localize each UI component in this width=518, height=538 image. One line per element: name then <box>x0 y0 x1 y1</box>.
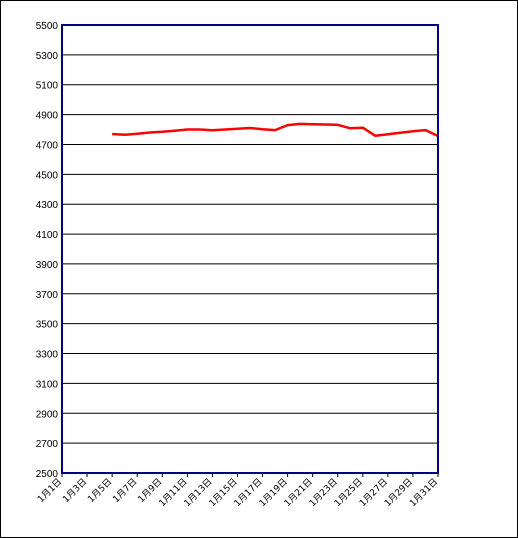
x-tick-label: 1月1日 <box>36 476 65 505</box>
y-tick-label: 4300 <box>36 200 59 211</box>
y-tick-label: 3500 <box>36 320 59 331</box>
x-tick-label: 1月3日 <box>61 476 90 505</box>
x-tick-label: 1月5日 <box>86 476 115 505</box>
series-layer <box>112 122 439 138</box>
y-tick-label: 4100 <box>36 230 59 241</box>
y-tick-label: 5100 <box>36 81 59 92</box>
y-tick-label: 2700 <box>36 439 59 450</box>
y-tick-label: 3700 <box>36 290 59 301</box>
x-tick-label: 1月31日 <box>407 476 440 509</box>
series-line-0 <box>112 122 439 138</box>
y-axis-tick-labels: 2500 2700 2900 3100 3300 3500 3700 3900 4100 4300… <box>36 21 59 480</box>
y-tick-label: 5300 <box>36 51 59 62</box>
y-tick-label: 3100 <box>36 379 59 390</box>
x-tick-label: 1月7日 <box>111 476 140 505</box>
y-tick-label: 2900 <box>36 409 59 420</box>
y-tick-label: 4900 <box>36 111 59 122</box>
y-tick-label: 4700 <box>36 140 59 151</box>
y-tick-label: 3900 <box>36 260 59 271</box>
y-tick-label: 5500 <box>36 21 59 32</box>
plot-area-border <box>61 24 439 474</box>
x-axis-tick-labels: 1月1日1月3日1月5日1月7日1月9日1月11日1月13日1月15日1月17日… <box>36 473 440 509</box>
gridlines <box>62 54 438 444</box>
y-tick-label: 3300 <box>36 350 59 361</box>
y-tick-label: 2500 <box>36 469 59 480</box>
y-tick-label: 4500 <box>36 170 59 181</box>
